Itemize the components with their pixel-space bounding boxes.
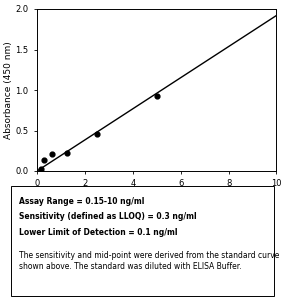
Text: Assay Range = 0.15-10 ng/ml: Assay Range = 0.15-10 ng/ml bbox=[19, 196, 144, 206]
Point bbox=[95, 131, 99, 136]
Point bbox=[38, 167, 43, 172]
Point bbox=[154, 93, 159, 98]
Point bbox=[50, 152, 54, 156]
Text: The sensitivity and mid-point were derived from the standard curve
shown above. : The sensitivity and mid-point were deriv… bbox=[19, 251, 279, 271]
Y-axis label: Absorbance (450 nm): Absorbance (450 nm) bbox=[4, 41, 13, 139]
Text: Sensitivity (defined as LLOQ) = 0.3 ng/ml: Sensitivity (defined as LLOQ) = 0.3 ng/m… bbox=[19, 212, 196, 221]
Point bbox=[42, 158, 46, 163]
X-axis label: Citrullinated Histone H3 Concentration (ng/ml): Citrullinated Histone H3 Concentration (… bbox=[51, 191, 262, 200]
Point bbox=[65, 151, 69, 156]
Text: Lower Limit of Detection = 0.1 ng/ml: Lower Limit of Detection = 0.1 ng/ml bbox=[19, 228, 177, 237]
